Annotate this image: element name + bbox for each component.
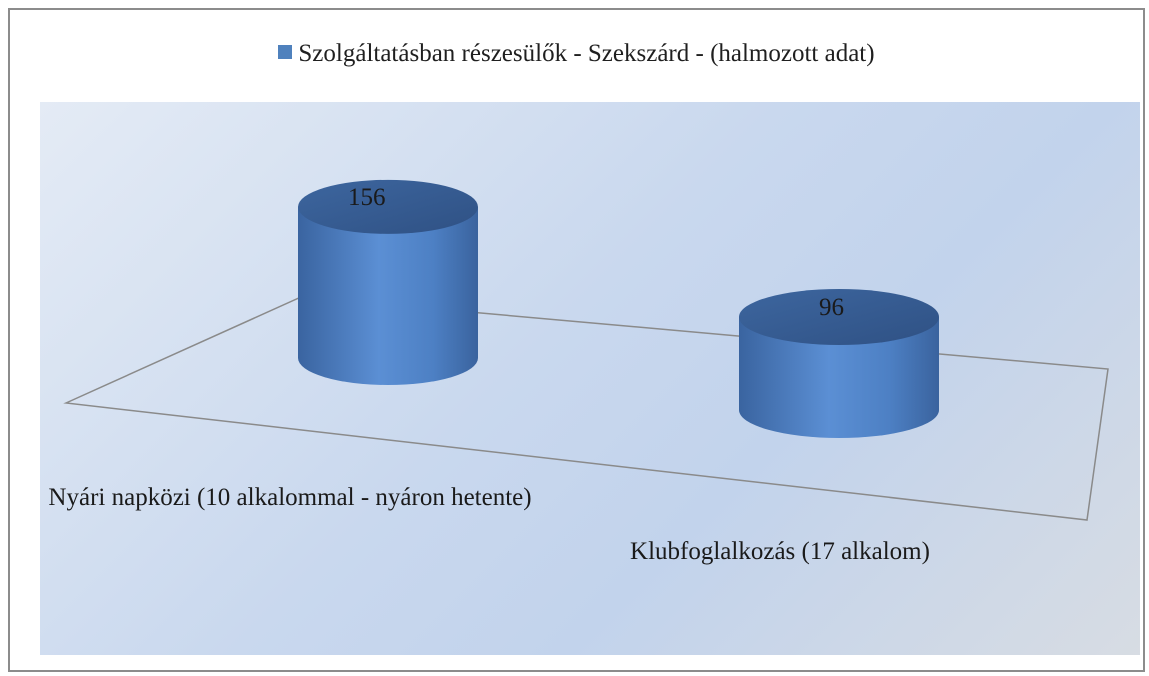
legend: Szolgáltatásban részesülők - Szekszárd -… — [10, 40, 1143, 68]
bar-2-top — [739, 289, 939, 345]
chart-floor — [63, 296, 1109, 521]
category-label-1: Nyári napközi (10 alkalommal - nyáron he… — [48, 484, 532, 511]
bar-1-top — [298, 179, 478, 234]
bar-1-body — [298, 206, 478, 385]
chart-frame: Szolgáltatásban részesülők - Szekszárd -… — [8, 8, 1145, 672]
legend-series-name: Szolgáltatásban részesülők - Szekszárd -… — [298, 40, 875, 67]
category-label-2: Klubfoglalkozás (17 alkalom) — [630, 538, 930, 565]
legend-swatch — [278, 45, 293, 59]
bar-2-body — [739, 317, 939, 438]
plot-area — [40, 102, 1140, 655]
data-label-1: 156 — [348, 184, 386, 211]
data-label-2: 96 — [819, 294, 844, 321]
